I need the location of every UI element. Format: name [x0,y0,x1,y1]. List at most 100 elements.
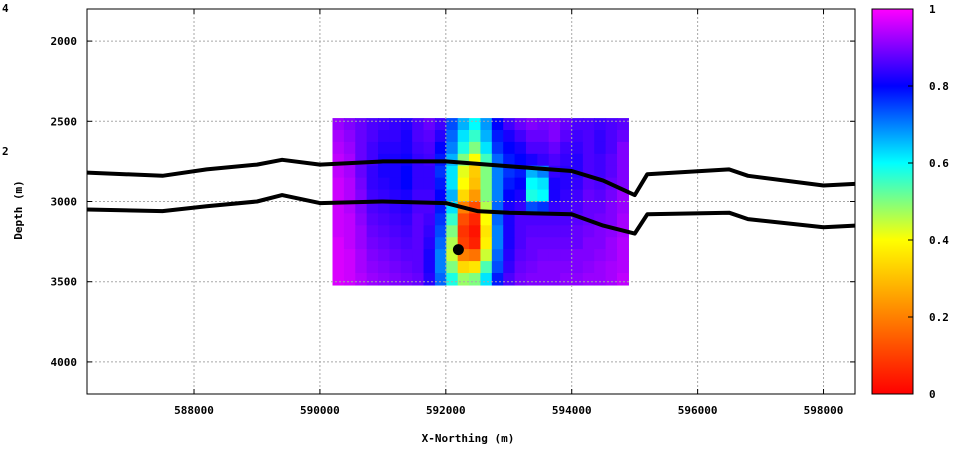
heatmap-cell [434,249,447,262]
heatmap-cell [582,261,595,274]
heatmap-cell [503,225,516,238]
heatmap-cell [560,213,573,226]
heatmap-cell [560,153,573,167]
heatmap-cell [491,261,504,274]
heatmap-cell [480,141,493,155]
heatmap-cell [457,189,470,203]
heatmap-cell [525,273,538,286]
heatmap-cell [548,201,561,215]
heatmap-cell [412,237,425,250]
heatmap-cell [605,237,618,250]
heatmap-cell [457,153,470,167]
heatmap-cell [560,273,573,286]
heatmap-cell [480,225,493,238]
heatmap-cell [332,177,345,191]
heatmap-cell [434,273,447,286]
heatmap-cell [605,261,618,274]
heatmap-cell [355,177,368,191]
heatmap-cell [525,141,538,155]
heatmap-cell [457,213,470,226]
heatmap-cell [548,189,561,203]
heatmap-cell [446,189,459,203]
heatmap-cell [332,153,345,167]
heatmap-cell [366,177,379,191]
heatmap-cell [594,213,607,226]
heatmap-cell [548,177,561,191]
heatmap-cell [412,189,425,203]
colorbar-tick-label: 0.8 [929,80,949,93]
heatmap-cell [366,225,379,238]
heatmap-cell [491,165,504,179]
heatmap-cell [366,201,379,215]
heatmap-cell [400,189,413,203]
heatmap-cell [582,118,595,131]
heatmap-cell [514,189,527,203]
heatmap-cell [434,189,447,203]
heatmap-cell [491,237,504,250]
heatmap-cell [389,249,402,262]
y-tick-label: 2000 [51,35,78,48]
heatmap-cell [582,141,595,155]
heatmap-cell [537,130,550,143]
heatmap-cell [423,141,436,155]
heatmap-cell [605,189,618,203]
heatmap-cell [355,141,368,155]
x-tick-label: 590000 [300,404,340,417]
heatmap-cell [605,141,618,155]
heatmap-cell [560,189,573,203]
heatmap-cell [548,130,561,143]
heatmap-cell [332,118,345,131]
horizon-line [87,157,855,198]
heatmap-cell [537,261,550,274]
y-axis-ticks: 2000 2500 3000 3500 4000 [51,35,855,369]
heatmap-cell [537,153,550,167]
heatmap-cell [400,225,413,238]
heatmap-cell [412,213,425,226]
heatmap-cell [469,273,482,286]
heatmap-cell [366,249,379,262]
heatmap-cell [389,130,402,143]
heatmap-cell [491,189,504,203]
heatmap-cell [434,141,447,155]
heatmap-cell [503,189,516,203]
heatmap-cell [616,130,629,143]
heatmap-cell [469,225,482,238]
heatmap-cell [582,189,595,203]
heatmap-cell [514,249,527,262]
heatmap-cell [457,165,470,179]
heatmap-cell [560,177,573,191]
heatmap-cell [446,130,459,143]
heatmap-cell [457,237,470,250]
x-tick-label: 598000 [804,404,844,417]
heatmap-cell [446,141,459,155]
heatmap-cell [389,273,402,286]
heatmap-cell [503,273,516,286]
heatmap-cell [378,237,391,250]
heatmap-cell [469,130,482,143]
heatmap-cell [525,225,538,238]
heatmap-cell [491,141,504,155]
heatmap-cell [423,201,436,215]
heatmap-cell [594,177,607,191]
heatmap-cell [423,261,436,274]
heatmap-cell [616,177,629,191]
heatmap-cell [537,189,550,203]
heatmap-cell [400,177,413,191]
heatmap-cell [582,177,595,191]
heatmap-cell [446,225,459,238]
heatmap-cell [332,225,345,238]
heatmap-cell [343,261,356,274]
heatmap-cell [525,177,538,191]
heatmap-cell [514,141,527,155]
x-tick-label: 588000 [174,404,214,417]
heatmap-cell [378,177,391,191]
heatmap-cell [332,273,345,286]
heatmap-cell [491,249,504,262]
heatmap-cell [548,213,561,226]
heatmap-cell [514,118,527,131]
heatmap-cell [366,165,379,179]
heatmap-cell [571,273,584,286]
heatmap-cell [378,273,391,286]
heatmap-cell [355,213,368,226]
